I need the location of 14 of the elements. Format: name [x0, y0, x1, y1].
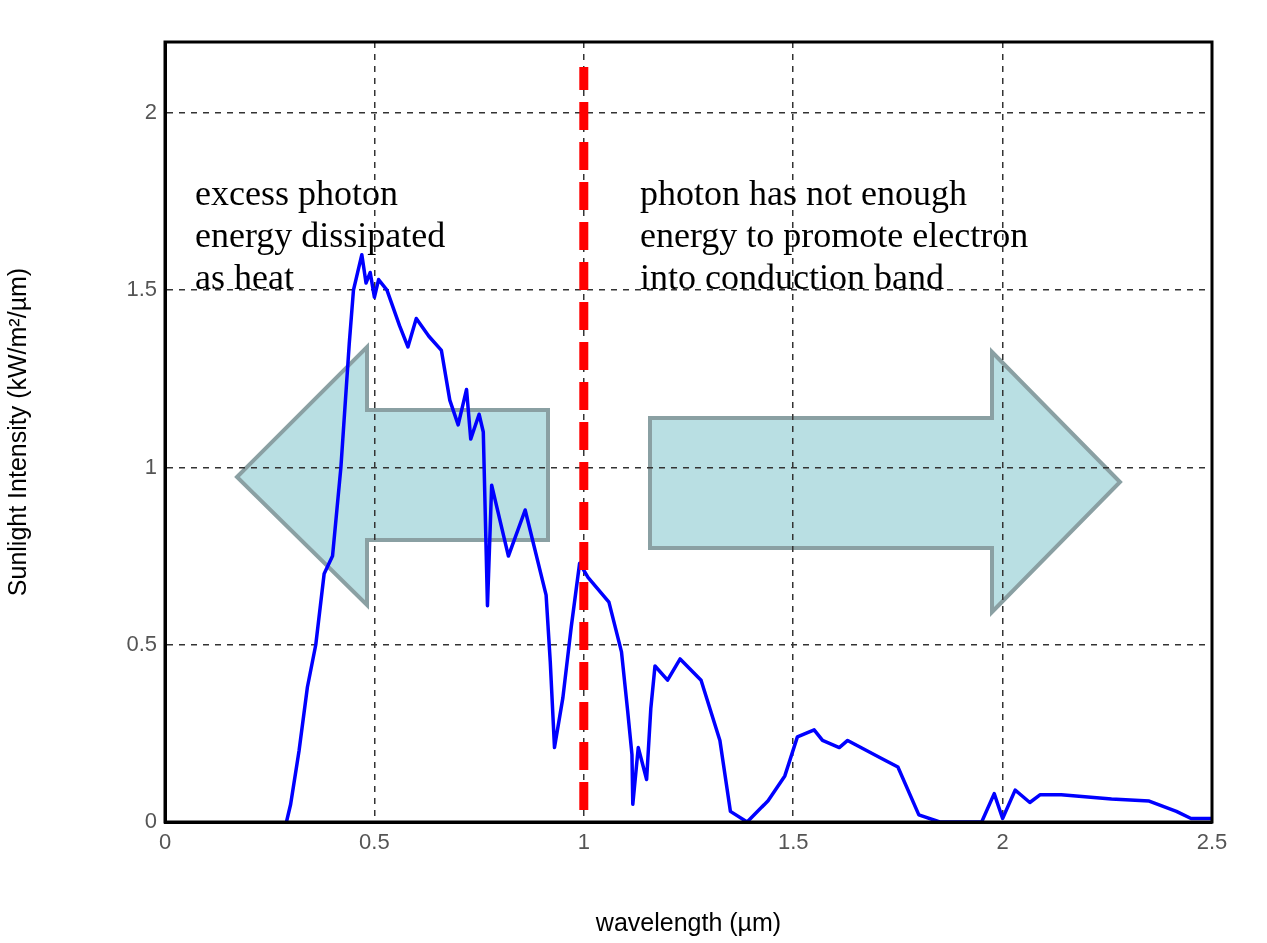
y-axis-title: Sunlight Intensity (kW/m²/µm): [2, 267, 31, 597]
x-tick-label: 1: [577, 829, 590, 855]
y-tick-label: 0.5: [126, 630, 157, 656]
y-tick-label: 2: [144, 98, 157, 124]
x-tick-label: 1.5: [777, 829, 809, 855]
y-tick-label: 1.5: [126, 276, 157, 302]
annotation: photon has not enough energy to promote electron into conduction band: [640, 172, 1029, 298]
annotation: excess photon energy dissipated as heat: [195, 172, 446, 298]
y-tick-label: 1: [144, 453, 157, 479]
x-tick-label: 0.5: [359, 829, 390, 855]
x-axis-title: wavelength (µm): [594, 907, 782, 936]
x-tick-label: 2: [996, 829, 1009, 855]
y-tick-label: 0: [144, 808, 157, 834]
x-tick-label: 2.5: [1196, 829, 1228, 855]
